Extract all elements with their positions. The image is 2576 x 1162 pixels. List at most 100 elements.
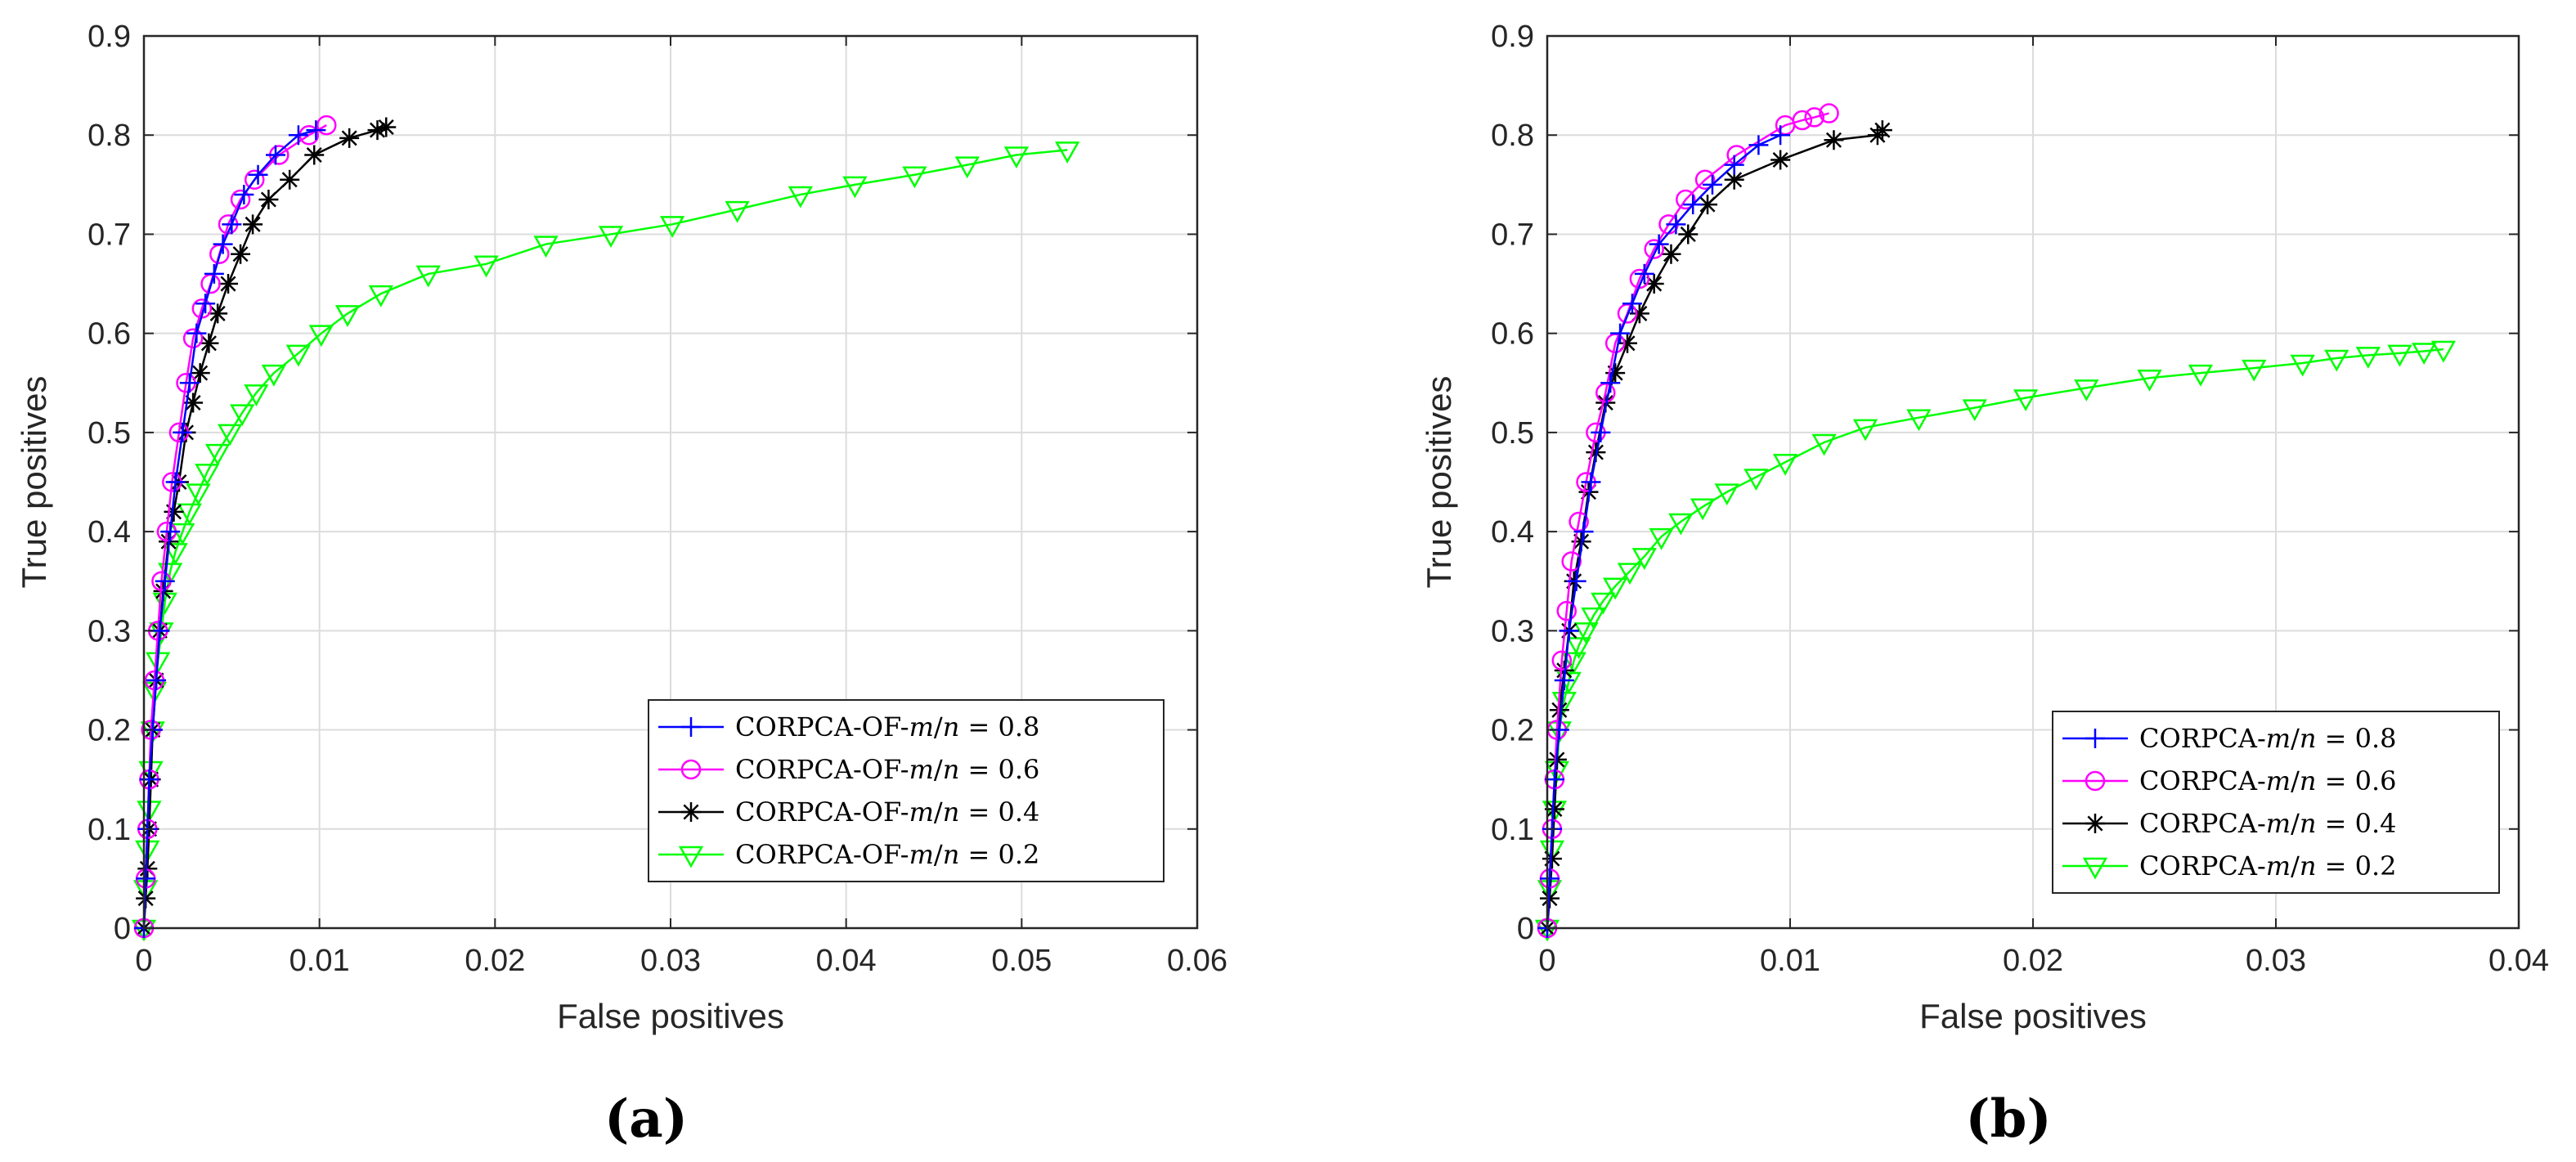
data-point bbox=[1561, 652, 1586, 675]
data-point bbox=[164, 501, 184, 522]
data-point bbox=[1600, 373, 1621, 393]
data-point bbox=[1581, 472, 1601, 492]
data-point bbox=[1644, 239, 1664, 259]
data-point bbox=[182, 328, 204, 348]
y-tick-label: 0.1 bbox=[88, 813, 131, 847]
legend-entry-label: CORPCA-OF-m/n = 0.6 bbox=[735, 754, 1039, 785]
data-point bbox=[280, 169, 300, 190]
y-axis-label: True positives bbox=[1420, 376, 1458, 589]
data-point bbox=[1714, 483, 1739, 506]
data-point bbox=[1811, 433, 1837, 456]
series-line bbox=[1546, 134, 1781, 929]
data-point bbox=[1792, 110, 1813, 131]
y-tick-label: 0.2 bbox=[88, 714, 131, 748]
y-tick-label: 0 bbox=[1517, 912, 1534, 946]
data-point bbox=[173, 422, 193, 442]
x-tick-label: 0.04 bbox=[816, 944, 877, 978]
data-point bbox=[1702, 174, 1722, 195]
data-point bbox=[1770, 150, 1791, 170]
data-point bbox=[2387, 344, 2412, 367]
data-point bbox=[1824, 130, 1844, 150]
x-tick-label: 0.01 bbox=[1760, 944, 1820, 978]
y-tick-label: 0.1 bbox=[1491, 813, 1534, 847]
x-tick-label: 0.03 bbox=[640, 944, 701, 978]
data-point bbox=[902, 166, 927, 189]
data-point bbox=[2355, 347, 2381, 369]
data-point bbox=[218, 424, 243, 446]
data-point bbox=[1556, 600, 1577, 621]
y-tick-label: 0.2 bbox=[1491, 714, 1534, 748]
x-tick-label: 0.03 bbox=[2246, 944, 2306, 978]
series-line bbox=[1546, 129, 1883, 929]
y-tick-label: 0.4 bbox=[88, 515, 131, 550]
data-point bbox=[1566, 637, 1591, 660]
data-point bbox=[1559, 621, 1579, 641]
data-point bbox=[304, 145, 325, 165]
data-point bbox=[1668, 513, 1694, 536]
data-point bbox=[1744, 469, 1769, 491]
data-point bbox=[1819, 103, 1839, 123]
data-point bbox=[1852, 419, 1878, 442]
data-point bbox=[1581, 607, 1606, 630]
data-point bbox=[266, 145, 285, 165]
data-point bbox=[1644, 274, 1664, 294]
data-point bbox=[1610, 323, 1631, 343]
data-point bbox=[146, 670, 167, 690]
data-point bbox=[230, 189, 251, 210]
data-point bbox=[842, 176, 868, 199]
legend: CORPCA-m/n = 0.8 CORPCA-m/n = 0.6 CORPCA-m… bbox=[2052, 711, 2500, 894]
data-point bbox=[1605, 363, 1626, 384]
data-point bbox=[231, 244, 251, 264]
data-point bbox=[598, 226, 624, 248]
data-point bbox=[1631, 548, 1657, 570]
x-tick-label: 0.04 bbox=[2488, 944, 2549, 978]
data-point bbox=[195, 464, 220, 486]
data-point bbox=[306, 120, 326, 141]
data-point bbox=[1055, 141, 1080, 164]
data-point bbox=[1591, 592, 1616, 615]
data-point bbox=[183, 393, 204, 413]
y-axis-label: True positives bbox=[15, 376, 53, 589]
x-tick-label: 0.02 bbox=[2003, 944, 2063, 978]
y-tick-label: 0.9 bbox=[88, 20, 131, 54]
data-point bbox=[316, 114, 337, 136]
data-point bbox=[186, 483, 211, 506]
data-point bbox=[195, 294, 216, 314]
data-point bbox=[368, 285, 393, 307]
data-point bbox=[163, 543, 188, 565]
legend-entry-label: CORPCA-OF-m/n = 0.8 bbox=[735, 711, 1039, 743]
data-point bbox=[1724, 155, 1744, 175]
data-point bbox=[137, 859, 158, 879]
legend-entry-label: CORPCA-OF-m/n = 0.2 bbox=[735, 839, 1039, 870]
legend-marker bbox=[2085, 729, 2105, 748]
data-point bbox=[1649, 527, 1674, 550]
data-point bbox=[1661, 244, 1681, 264]
data-point bbox=[339, 128, 360, 148]
data-point bbox=[1554, 670, 1574, 690]
data-point bbox=[1694, 169, 1716, 191]
legend-box bbox=[2052, 711, 2500, 894]
y-tick-label: 0.5 bbox=[88, 416, 131, 451]
data-point bbox=[179, 373, 200, 393]
y-tick-label: 0.3 bbox=[1491, 614, 1534, 648]
data-point bbox=[1617, 563, 1643, 585]
legend-marker bbox=[681, 802, 701, 822]
data-point bbox=[533, 236, 559, 258]
data-point bbox=[1804, 107, 1824, 128]
legend-marker bbox=[2082, 857, 2108, 880]
data-point bbox=[285, 344, 312, 367]
series-line bbox=[142, 126, 387, 929]
data-point bbox=[234, 184, 254, 204]
y-tick-label: 0.7 bbox=[1491, 218, 1534, 252]
data-point bbox=[213, 234, 233, 254]
data-point bbox=[136, 868, 156, 889]
data-point bbox=[473, 255, 499, 278]
data-point bbox=[1676, 189, 1696, 210]
legend-marker bbox=[681, 717, 701, 737]
legend-entry-label: CORPCA-m/n = 0.2 bbox=[2139, 850, 2397, 882]
data-point bbox=[248, 164, 268, 185]
series-asterisk bbox=[1537, 120, 1892, 938]
legend-marker bbox=[2085, 770, 2106, 792]
data-point bbox=[788, 186, 813, 209]
data-point bbox=[725, 200, 750, 223]
